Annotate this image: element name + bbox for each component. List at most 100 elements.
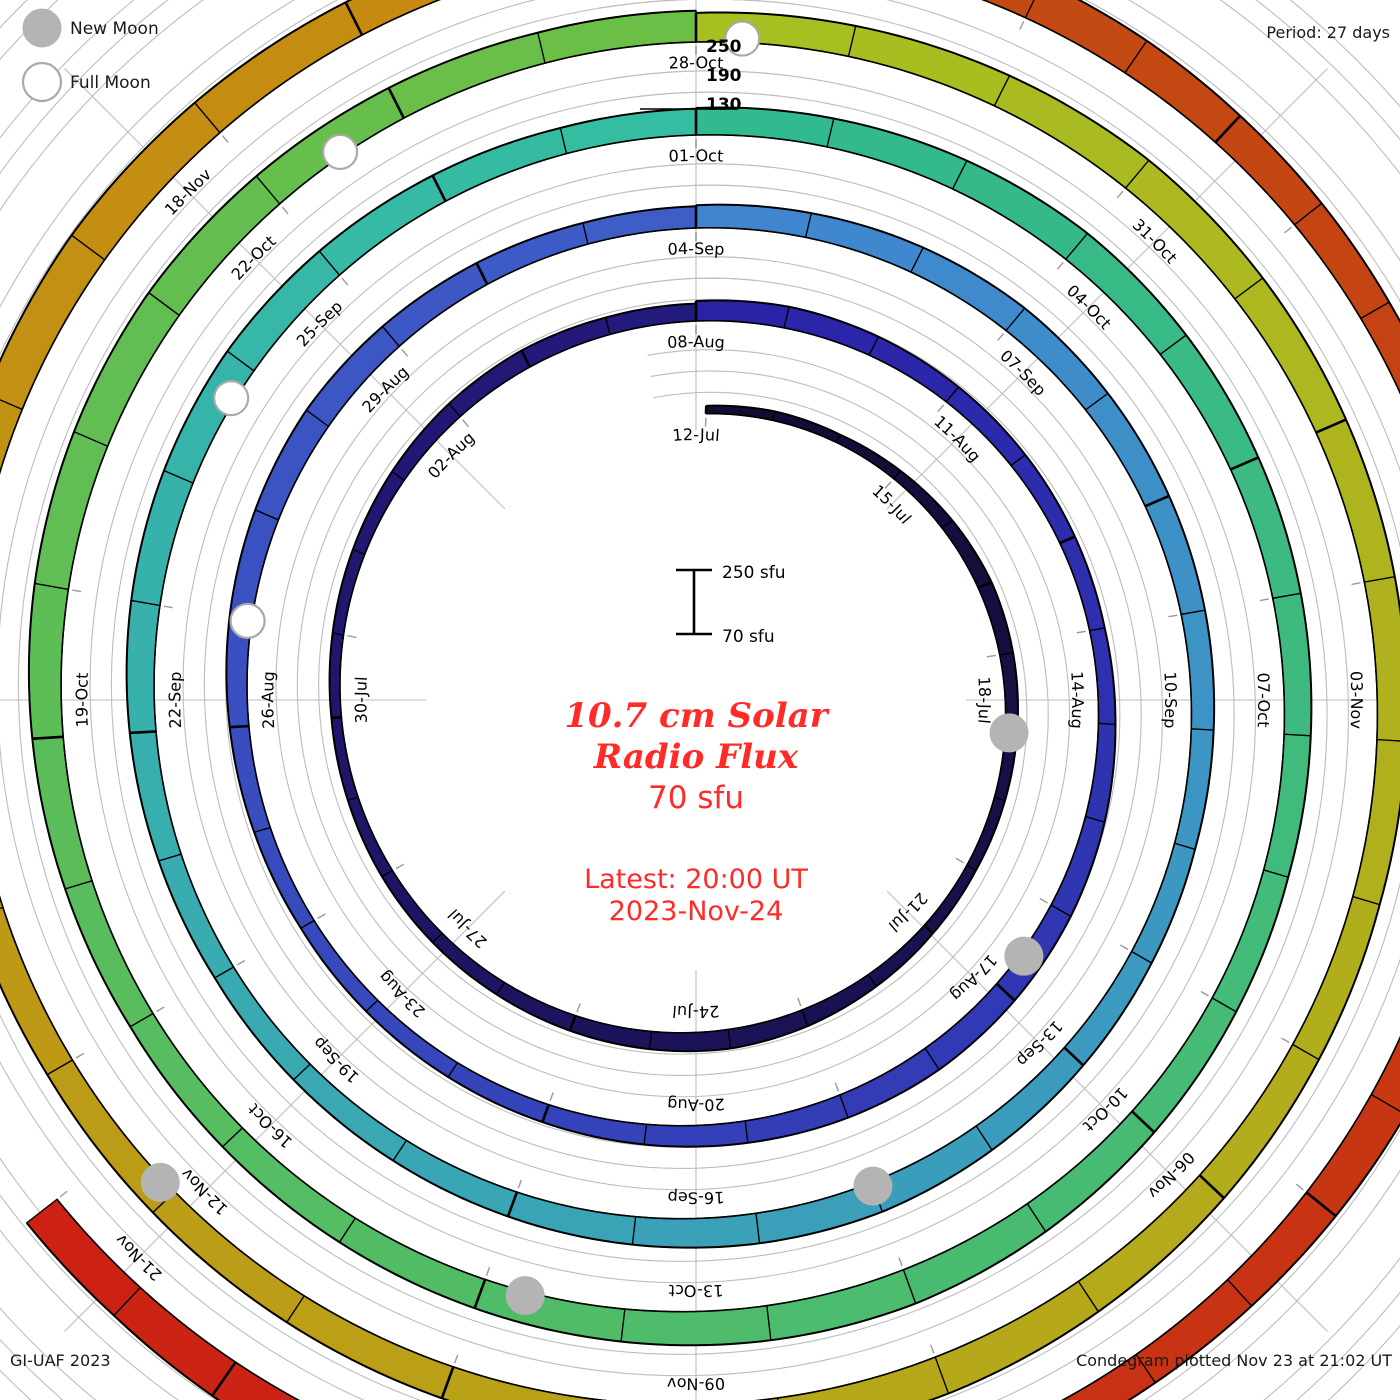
day-seam [1144, 494, 1170, 508]
scale-bar-top-label: 250 sfu [722, 563, 785, 583]
minor-tick [485, 1267, 491, 1276]
scale-bar-bottom-label: 70 sfu [722, 627, 775, 647]
flux-segment [1370, 1036, 1400, 1113]
minor-tick [1116, 190, 1124, 199]
minor-tick [347, 635, 357, 639]
day-seam [923, 924, 934, 935]
ring-date-label: 12-Jul [672, 425, 721, 445]
scale-bar: 250 sfu 70 sfu [676, 563, 785, 647]
scale-tick-190: 190 [706, 66, 742, 86]
minor-tick [163, 605, 173, 609]
ring-date-label: 22-Sep [165, 671, 185, 729]
day-seam [1305, 1191, 1337, 1218]
minor-tick [937, 404, 945, 413]
day-seam [1315, 418, 1347, 434]
minor-tick [221, 135, 229, 144]
ring-date-label: 10-Sep [1160, 671, 1180, 729]
minor-tick [576, 1003, 581, 1013]
minor-tick [834, 1082, 840, 1092]
minor-tick [997, 333, 1005, 341]
minor-tick [75, 1052, 85, 1059]
day-seam [1214, 114, 1242, 144]
minor-tick [1200, 990, 1210, 997]
minor-tick [395, 863, 405, 870]
legend-label-full-moon: Full Moon [70, 73, 151, 93]
full-moon-marker [724, 20, 761, 57]
minor-tick [341, 277, 349, 286]
ring-date-label: 26-Aug [258, 671, 278, 730]
minor-tick [236, 959, 246, 966]
day-seam [473, 1279, 487, 1309]
minor-tick [955, 857, 965, 864]
legend-label-new-moon: New Moon [70, 19, 159, 39]
minor-tick [59, 1190, 68, 1198]
ring-date-label: 30-Jul [351, 676, 371, 724]
new-moon-marker [1004, 936, 1044, 976]
minor-tick [462, 419, 469, 428]
minor-tick [1120, 944, 1129, 951]
minor-tick [1039, 897, 1048, 904]
day-seam [475, 262, 489, 285]
ring-date-label: 01-Oct [668, 146, 724, 166]
full-moon-marker [213, 380, 250, 417]
period-label: Period: 27 days [1266, 23, 1390, 42]
ring-date-label: 18-Jul [974, 676, 994, 724]
day-seam [1198, 1174, 1225, 1200]
day-seam [431, 174, 447, 202]
ring-date-label: 13-Oct [668, 1281, 724, 1301]
minor-tick [1019, 21, 1025, 30]
day-seam [32, 735, 64, 740]
ring-date-label: 07-Oct [1254, 672, 1274, 728]
day-seam [541, 1104, 550, 1123]
minor-tick [1056, 261, 1064, 270]
day-seam [995, 982, 1016, 1002]
center-title-line1: 10.7 cm Solar [564, 696, 829, 736]
scale-tick-250: 250 [706, 37, 742, 57]
day-seam [1131, 1110, 1156, 1134]
minor-tick [797, 997, 802, 1007]
ring-date-label: 20-Aug [667, 1095, 726, 1115]
ring-date-label: 09-Nov [667, 1374, 726, 1394]
flux-outline [225, 205, 1117, 1148]
minor-tick [1168, 614, 1178, 618]
flux-baseline [246, 227, 1100, 1127]
minor-tick [1281, 1037, 1290, 1044]
day-seam [129, 730, 157, 735]
flux-outline [25, 0, 1400, 1400]
ring-date-label: 04-Sep [667, 239, 725, 259]
day-seam [1230, 456, 1259, 471]
minor-tick [930, 1344, 935, 1354]
minor-tick [549, 1092, 554, 1102]
minor-tick [1076, 630, 1086, 634]
new-moon-icon [22, 8, 62, 48]
scale-tick-130: 130 [706, 95, 742, 115]
center-latest-date: 2023-Nov-24 [609, 896, 784, 927]
ring-date-label: 24-Jul [672, 1002, 720, 1022]
full-moon-marker [229, 602, 266, 640]
new-moon-marker [853, 1166, 893, 1206]
radial-gridline [64, 890, 506, 1332]
flux-baseline [153, 134, 1193, 1220]
minor-tick [517, 1179, 522, 1189]
ring-date-label: 28-Oct [668, 53, 724, 73]
minor-tick [72, 589, 82, 593]
flux-baseline [339, 320, 1007, 1034]
day-seam [440, 1366, 455, 1399]
minor-tick [281, 206, 289, 215]
day-seam [229, 724, 249, 729]
day-seam [568, 1015, 577, 1032]
ring-date-label: 19-Oct [72, 672, 92, 728]
day-seam [520, 349, 532, 368]
minor-tick [898, 1257, 903, 1267]
